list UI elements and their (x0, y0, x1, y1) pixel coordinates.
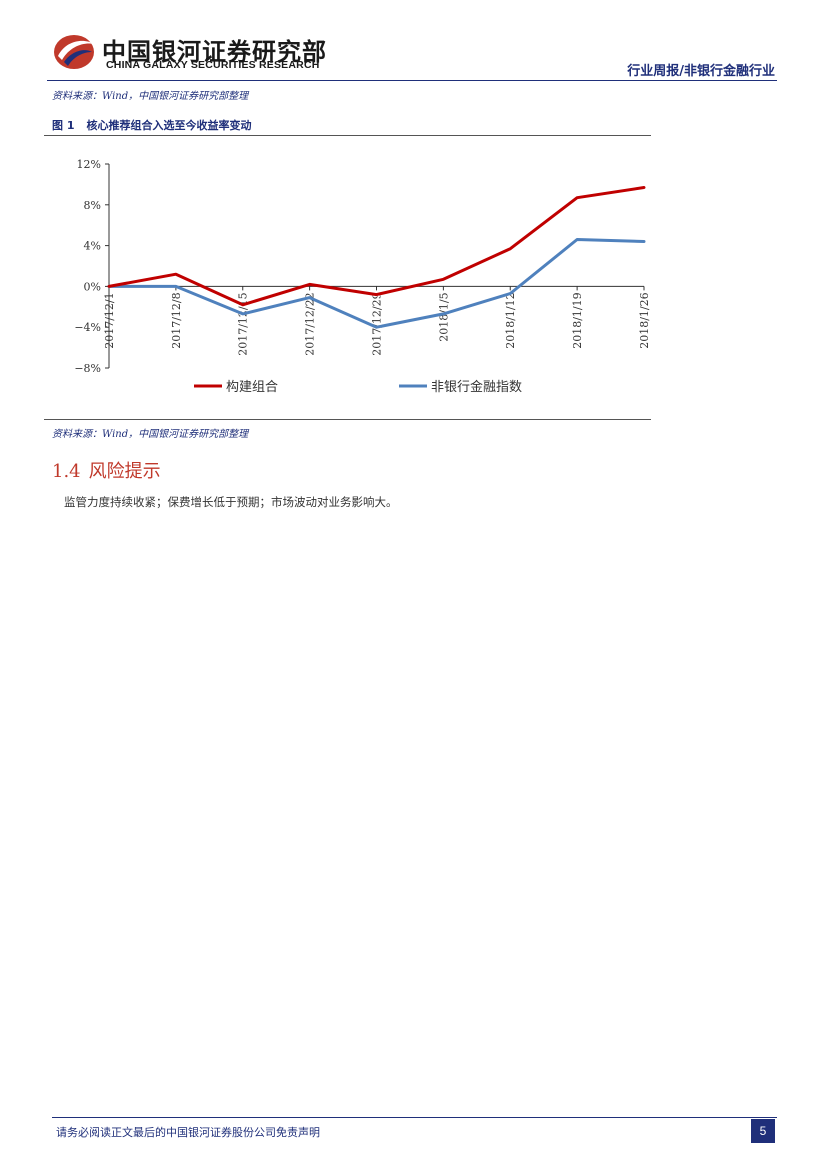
x-tick-label: 2017/12/29 (371, 292, 384, 355)
x-tick-label: 2017/12/15 (237, 292, 250, 355)
figure-number: 图 1 (52, 119, 75, 132)
figure-title: 图 1 核心推荐组合入选至今收益率变动 (52, 117, 251, 133)
section-number: 1.4 (52, 461, 81, 482)
x-tick-label: 2017/12/1 (103, 292, 116, 348)
logo-chinese-name: 中国银河证券研究部 (102, 38, 327, 66)
y-tick-label: 8% (84, 199, 101, 212)
y-tick-label: 0% (84, 280, 101, 293)
source-note-top: 资料来源：Wind，中国银河证券研究部整理 (52, 91, 249, 102)
chart-svg: 12% 8% 4% 0% −4% −8% 2017/12/1 2017/12/8 2017/12… (74, 158, 651, 395)
section-title: 风险提示 (88, 461, 161, 482)
header-divider (47, 80, 777, 81)
report-type: 行业周报/非银行金融行业 (627, 64, 775, 79)
galaxy-logo-icon (54, 35, 94, 69)
x-tick-label: 2017/12/22 (304, 292, 317, 355)
footer-disclaimer: 请务必阅读正文最后的中国银河证券股份公司免责声明 (56, 1126, 320, 1139)
y-tick-label: 12% (77, 158, 101, 171)
company-logo: 中国银河证券研究部 CHINA GALAXY SECURITIES RESEAR… (52, 30, 342, 74)
returns-line-chart: 12% 8% 4% 0% −4% −8% 2017/12/1 2017/12/8 2017/12… (44, 138, 651, 418)
x-tick-label: 2018/1/12 (504, 292, 517, 348)
y-tick-label: 4% (84, 240, 101, 253)
y-tick-label: −4% (74, 321, 101, 334)
x-tick-label: 2018/1/5 (437, 292, 450, 341)
series-line-1 (107, 238, 646, 329)
x-tick-label: 2017/12/8 (170, 292, 183, 348)
series-line-0 (107, 186, 646, 307)
figure-caption: 核心推荐组合入选至今收益率变动 (86, 119, 252, 132)
source-note-bottom: 资料来源：Wind，中国银河证券研究部整理 (52, 429, 249, 440)
x-tick-label: 2018/1/19 (571, 292, 584, 348)
y-tick-label: −8% (74, 362, 101, 375)
risk-warning-text: 监管力度持续收紧；保费增长低于预期；市场波动对业务影响大。 (64, 495, 398, 509)
logo-english-name: CHINA GALAXY SECURITIES RESEARCH (106, 59, 320, 71)
figure-top-rule (44, 135, 651, 136)
page-number: 5 (751, 1119, 775, 1143)
footer-divider (52, 1117, 777, 1118)
legend-label-1: 非银行金融指数 (431, 379, 522, 395)
section-heading: 1.4 风险提示 (52, 457, 161, 483)
x-tick-label: 2018/1/26 (638, 292, 651, 348)
legend-label-0: 构建组合 (226, 380, 278, 395)
figure-bottom-rule (44, 419, 651, 420)
